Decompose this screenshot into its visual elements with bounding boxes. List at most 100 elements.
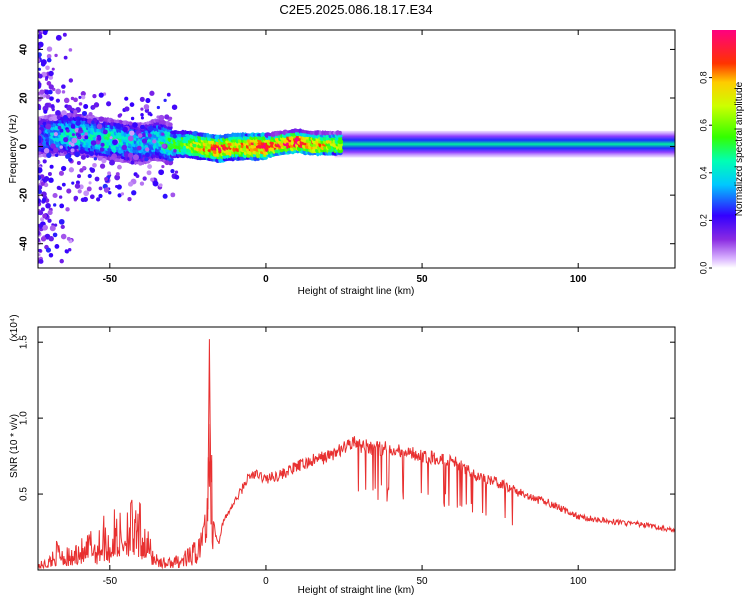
heatmap-noise-cell bbox=[46, 46, 53, 52]
heatmap-y-tick-label: 0 bbox=[19, 143, 30, 149]
heatmap-noise-cell bbox=[106, 101, 112, 107]
heatmap-noise-cell bbox=[156, 105, 160, 110]
heatmap-noise-cell bbox=[104, 176, 109, 182]
heatmap-noise-cell bbox=[45, 123, 52, 130]
heatmap-noise-cell bbox=[86, 186, 92, 192]
heatmap-noise-cell bbox=[116, 184, 122, 190]
heatmap-noise-cell bbox=[48, 70, 54, 77]
colorbar-tick-label: 0.6 bbox=[698, 119, 708, 132]
heatmap-noise-cell bbox=[80, 91, 86, 97]
heatmap-noise-cell bbox=[171, 104, 178, 110]
heatmap-noise-cell bbox=[115, 172, 120, 177]
heatmap-noise-cell bbox=[94, 176, 100, 182]
heatmap-noise-cell bbox=[173, 149, 177, 153]
heatmap-cell bbox=[337, 134, 343, 138]
heatmap-noise-cell bbox=[127, 152, 134, 158]
heatmap-noise-cell bbox=[68, 167, 75, 173]
heatmap-noise-cell bbox=[150, 177, 155, 182]
heatmap-noise-cell bbox=[79, 148, 85, 155]
snr-x-tick-label: 100 bbox=[570, 576, 587, 587]
heatmap-noise-cell bbox=[82, 166, 86, 170]
heatmap-noise-cell bbox=[87, 118, 93, 124]
heatmap-noise-cell bbox=[46, 57, 52, 63]
heatmap-noise-cell bbox=[123, 152, 130, 158]
heatmap-noise-cell bbox=[52, 232, 58, 238]
heatmap-noise-cell bbox=[40, 236, 47, 242]
heatmap-noise-cell bbox=[97, 155, 103, 161]
heatmap-noise-cell bbox=[88, 112, 93, 117]
heatmap-y-tick-label: -40 bbox=[19, 236, 30, 251]
heatmap-noise-cell bbox=[55, 110, 61, 116]
heatmap-cell bbox=[176, 151, 180, 155]
heatmap-noise-cell bbox=[52, 192, 58, 199]
heatmap-noise-cell bbox=[131, 190, 137, 196]
heatmap-noise-cell bbox=[53, 203, 57, 207]
heatmap-y-tick-label: 40 bbox=[19, 43, 30, 55]
heatmap-noise-cell bbox=[146, 170, 152, 176]
heatmap-noise-cell bbox=[103, 187, 110, 193]
heatmap-noise-cell bbox=[71, 137, 78, 144]
heatmap-noise-cell bbox=[81, 95, 86, 100]
heatmap-noise-cell bbox=[89, 151, 94, 157]
heatmap-noise-cell bbox=[152, 180, 159, 187]
heatmap-cell bbox=[168, 122, 173, 127]
heatmap-noise-cell bbox=[97, 136, 102, 141]
heatmap-noise-cell bbox=[141, 138, 148, 144]
heatmap-noise-cell bbox=[38, 160, 41, 165]
heatmap-x-tick-label: 100 bbox=[570, 274, 587, 285]
heatmap-noise-cell bbox=[124, 96, 129, 101]
heatmap-cell bbox=[338, 136, 343, 141]
heatmap-cell bbox=[338, 130, 342, 136]
heatmap-noise-cell bbox=[83, 190, 90, 197]
heatmap-noise-cell bbox=[66, 128, 70, 133]
heatmap-noise-cell bbox=[38, 58, 41, 63]
heatmap-noise-cell bbox=[79, 168, 84, 173]
heatmap-noise-cell bbox=[174, 170, 179, 174]
heatmap-noise-cell bbox=[91, 120, 95, 124]
heatmap-noise-cell bbox=[96, 123, 103, 130]
heatmap-cell bbox=[235, 132, 240, 138]
heatmap-y-tick-label: -20 bbox=[19, 187, 30, 202]
heatmap-noise-cell bbox=[86, 154, 90, 158]
heatmap-noise-cell bbox=[77, 133, 81, 137]
heatmap-cell bbox=[335, 130, 341, 136]
heatmap-noise-cell bbox=[93, 157, 98, 161]
heatmap-cell bbox=[216, 155, 220, 160]
heatmap-cell bbox=[167, 157, 174, 162]
heatmap-noise-cell bbox=[172, 134, 177, 139]
heatmap-noise-cell bbox=[124, 106, 130, 112]
heatmap-noise-cell bbox=[45, 94, 51, 100]
heatmap-noise-cell bbox=[129, 102, 135, 107]
heatmap-noise-cell bbox=[149, 113, 153, 117]
colorbar-tick-label: 0.8 bbox=[698, 71, 708, 84]
heatmap-noise-cell bbox=[88, 181, 92, 185]
heatmap-noise-cell bbox=[48, 89, 53, 95]
heatmap-noise-cell bbox=[108, 191, 112, 195]
heatmap-noise-cell bbox=[66, 104, 73, 111]
heatmap-noise-cell bbox=[71, 181, 75, 185]
heatmap-cell bbox=[337, 139, 344, 145]
heatmap-noise-cell bbox=[38, 44, 41, 50]
heatmap-noise-cell bbox=[46, 152, 52, 158]
heatmap-noise-cell bbox=[161, 164, 165, 169]
heatmap-noise-cell bbox=[54, 53, 58, 58]
heatmap-noise-cell bbox=[51, 67, 55, 71]
heatmap-noise-cell bbox=[92, 162, 97, 168]
heatmap-noise-cell bbox=[96, 197, 101, 202]
heatmap-noise-cell bbox=[41, 191, 47, 198]
heatmap-noise-cell bbox=[73, 97, 78, 103]
heatmap-noise-cell bbox=[101, 157, 107, 164]
heatmap-noise-cell bbox=[63, 97, 70, 104]
heatmap-noise-cell bbox=[87, 173, 92, 179]
heatmap-noise-cell bbox=[38, 73, 43, 79]
heatmap-x-tick-label: 0 bbox=[263, 274, 269, 285]
heatmap-noise-cell bbox=[61, 90, 66, 94]
heatmap-noise-cell bbox=[145, 97, 151, 104]
heatmap-noise-cell bbox=[143, 104, 150, 110]
heatmap-noise-cell bbox=[74, 151, 80, 158]
heatmap-noise-cell bbox=[42, 159, 47, 164]
heatmap-noise-cell bbox=[158, 183, 163, 188]
heatmap-noise-cell bbox=[53, 132, 58, 137]
heatmap-noise-cell bbox=[132, 122, 138, 128]
